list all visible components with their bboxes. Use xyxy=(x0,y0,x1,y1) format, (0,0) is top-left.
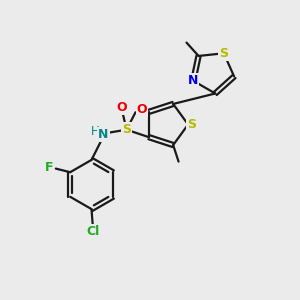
Text: S: S xyxy=(219,47,228,60)
Text: F: F xyxy=(45,160,53,174)
Text: O: O xyxy=(116,101,127,114)
Text: S: S xyxy=(187,118,196,131)
Text: Cl: Cl xyxy=(87,225,100,238)
Text: S: S xyxy=(122,123,131,136)
Text: N: N xyxy=(98,128,109,141)
Text: H: H xyxy=(91,125,100,138)
Text: O: O xyxy=(137,103,147,116)
Text: N: N xyxy=(188,74,199,87)
